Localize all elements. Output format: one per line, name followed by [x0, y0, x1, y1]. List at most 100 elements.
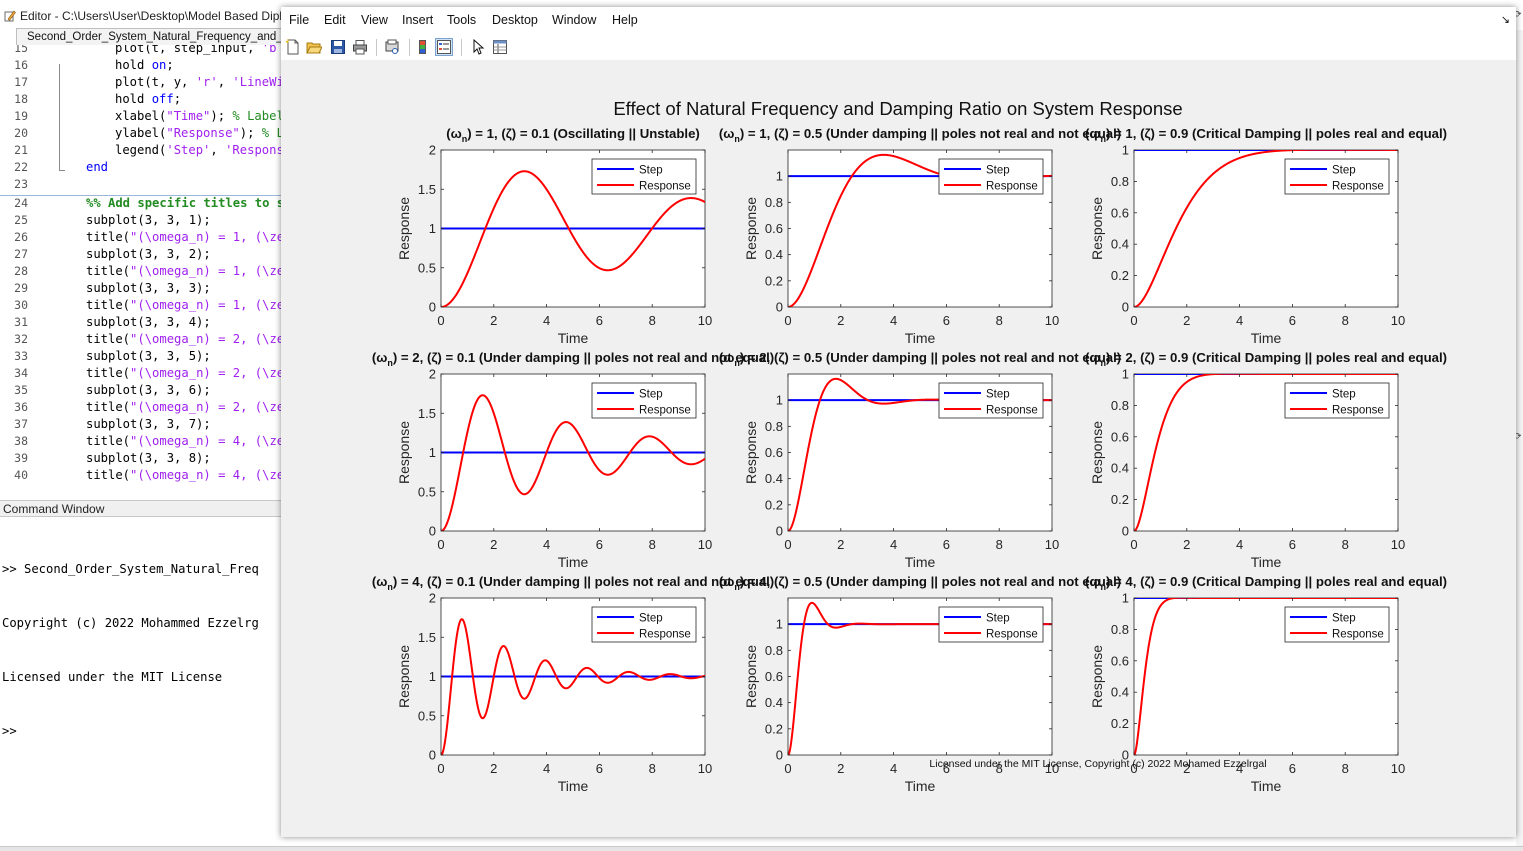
- subplot[interactable]: 0 2 4 6 8 10 0 0.5 1 1.5 2 Time Response (ωn) = 4, (ζ…: [372, 574, 774, 794]
- y-tick-label: 0.4: [765, 695, 783, 710]
- legend-icon[interactable]: [435, 38, 453, 56]
- x-tick-label: 8: [1342, 537, 1349, 552]
- line-number: 36: [14, 400, 28, 414]
- y-tick-label: 1: [776, 169, 783, 184]
- x-tick-label: 6: [943, 761, 950, 776]
- subplot[interactable]: 0 2 4 6 8 10 0 0.2 0.4 0.6 0.8 1 Time Response (ωn) = …: [1085, 126, 1447, 346]
- license-footer: Licensed under the MIT License, Copyrigh…: [929, 758, 1266, 770]
- pointer-icon[interactable]: [470, 39, 486, 55]
- legend-step-label: Step: [1332, 613, 1356, 625]
- y-tick-label: 0: [429, 524, 436, 539]
- editor-title-bar[interactable]: Editor - C:\Users\User\Desktop\Model Bas…: [0, 5, 282, 27]
- y-tick-label: 0.8: [765, 643, 783, 658]
- editor-file-tab[interactable]: Second_Order_System_Natural_Frequency_an…: [16, 28, 282, 45]
- x-tick-label: 0: [1130, 313, 1137, 328]
- subplot[interactable]: 0 2 4 6 8 10 0 0.2 0.4 0.6 0.8 1 Time Response (ωn) = …: [719, 126, 1121, 346]
- code-line: 30 title("(\omega_n) = 1, (\ze: [0, 297, 282, 314]
- y-tick-label: 0.5: [418, 260, 436, 275]
- subplot-title: (ωn) = 1, (ζ) = 0.9 (Critical Damping ||…: [1085, 126, 1447, 144]
- menu-help[interactable]: Help: [612, 13, 638, 27]
- legend-box[interactable]: [1284, 382, 1390, 419]
- line-number: 39: [14, 451, 28, 465]
- menu-file[interactable]: File: [289, 13, 310, 27]
- legend-box[interactable]: [938, 606, 1044, 643]
- code-line: 35 subplot(3, 3, 6);: [0, 382, 282, 399]
- new-figure-icon[interactable]: [285, 39, 301, 55]
- subplot[interactable]: 0 2 4 6 8 10 0 0.5 1 1.5 2 Time Response (ωn) = 1, (ζ…: [396, 126, 712, 346]
- print-preview-icon[interactable]: [384, 39, 400, 55]
- x-axis-label: Time: [558, 778, 589, 794]
- line-number: 23: [14, 177, 28, 191]
- print-icon[interactable]: [352, 39, 368, 55]
- y-tick-label: 0.6: [1111, 205, 1129, 220]
- x-tick-label: 8: [996, 313, 1003, 328]
- colorbar-icon[interactable]: [415, 39, 431, 55]
- x-tick-label: 10: [1391, 761, 1405, 776]
- y-tick-label: 0.8: [765, 419, 783, 434]
- code-text: subplot(3, 3, 7);: [86, 417, 211, 431]
- x-tick-label: 10: [698, 537, 712, 552]
- code-line: 15 plot(t, step_input, 'b: [0, 45, 282, 57]
- y-tick-label: 0.5: [418, 708, 436, 723]
- save-icon[interactable]: [330, 39, 346, 55]
- property-inspector-icon[interactable]: [492, 39, 508, 55]
- dock-arrow-icon[interactable]: ↘: [1500, 14, 1510, 26]
- figure-toolbar: [281, 34, 1516, 60]
- series-group: [441, 170, 705, 307]
- x-tick-label: 6: [1289, 537, 1296, 552]
- circle-arrow-icon[interactable]: ⟳: [1514, 9, 1522, 19]
- legend-box[interactable]: [938, 158, 1044, 195]
- toolbar-separator: [376, 39, 377, 56]
- menu-insert[interactable]: Insert: [402, 13, 434, 27]
- figure-plot[interactable]: Effect of Natural Frequency and Damping …: [281, 60, 1516, 837]
- line-number: 29: [14, 281, 28, 295]
- line-number: 35: [14, 383, 28, 397]
- circle-arrow-icon[interactable]: ⟳: [1514, 431, 1522, 441]
- series-group: [441, 618, 705, 755]
- menu-window[interactable]: Window: [552, 13, 597, 27]
- line-number: 28: [14, 264, 28, 278]
- legend-box[interactable]: [938, 382, 1044, 419]
- y-axis-label: Response: [743, 421, 759, 484]
- legend-box[interactable]: [591, 382, 697, 419]
- x-axis-label: Time: [1251, 554, 1282, 570]
- y-tick-label: 1: [1122, 367, 1129, 382]
- menu-tools[interactable]: Tools: [447, 13, 477, 27]
- y-tick-label: 0.8: [1111, 398, 1129, 413]
- subplot[interactable]: 0 2 4 6 8 10 0 0.2 0.4 0.6 0.8 1 Time Response (ωn) = …: [1085, 574, 1447, 794]
- x-tick-label: 10: [1391, 537, 1405, 552]
- command-prompt[interactable]: >>: [2, 724, 17, 738]
- code-text: end: [86, 160, 109, 174]
- y-tick-label: 0.4: [1111, 685, 1129, 700]
- menu-view[interactable]: View: [361, 13, 388, 27]
- subplot[interactable]: 0 2 4 6 8 10 0 0.5 1 1.5 2 Time Response (ωn) = 2, (ζ…: [372, 350, 774, 570]
- legend-step-label: Step: [1332, 165, 1356, 177]
- menu-desktop[interactable]: Desktop: [492, 13, 538, 27]
- subplot[interactable]: 0 2 4 6 8 10 0 0.2 0.4 0.6 0.8 1 Time Response (ωn) = …: [719, 574, 1121, 794]
- menu-edit[interactable]: Edit: [324, 13, 346, 27]
- subplot[interactable]: 0 2 4 6 8 10 0 0.2 0.4 0.6 0.8 1 Time Response (ωn) = …: [1085, 350, 1447, 570]
- legend-box[interactable]: [591, 606, 697, 643]
- x-tick-label: 6: [596, 761, 603, 776]
- x-tick-label: 2: [490, 537, 497, 552]
- x-tick-label: 0: [784, 761, 791, 776]
- y-tick-label: 0.2: [1111, 492, 1129, 507]
- x-tick-label: 6: [943, 313, 950, 328]
- code-area[interactable]: 15 plot(t, step_input, 'b 16 hold on; 17 plot…: [0, 45, 282, 493]
- legend-box[interactable]: [1284, 158, 1390, 195]
- legend-box[interactable]: [1284, 606, 1390, 643]
- code-line: 36 title("(\omega_n) = 2, (\ze: [0, 399, 282, 416]
- line-number: 38: [14, 434, 28, 448]
- figure-canvas[interactable]: Effect of Natural Frequency and Damping …: [281, 60, 1516, 837]
- y-axis-label: Response: [743, 197, 759, 260]
- legend-response-label: Response: [639, 629, 691, 641]
- legend-response-label: Response: [986, 405, 1038, 417]
- y-tick-label: 0.2: [765, 497, 783, 512]
- code-text: ylabel("Response"); % L: [115, 126, 282, 140]
- subplot-title: (ωn) = 1, (ζ) = 0.1 (Oscillating || Unst…: [446, 126, 700, 144]
- x-tick-label: 10: [1391, 313, 1405, 328]
- open-file-icon[interactable]: [306, 39, 322, 55]
- legend-box[interactable]: [591, 158, 697, 195]
- subplot[interactable]: 0 2 4 6 8 10 0 0.2 0.4 0.6 0.8 1 Time Response (ωn) = …: [719, 350, 1121, 570]
- command-window[interactable]: >> Second_Order_System_Natural_Freq Copy…: [2, 524, 259, 776]
